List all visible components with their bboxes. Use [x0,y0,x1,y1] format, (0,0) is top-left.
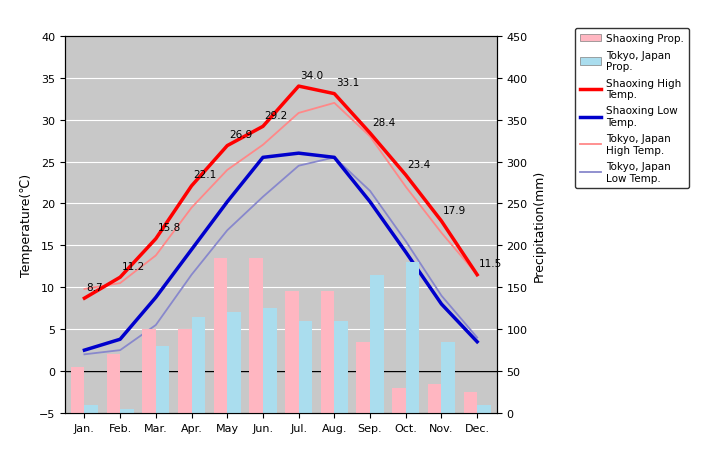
Text: 34.0: 34.0 [300,71,323,80]
Shaoxing High
Temp. [116,275,125,280]
Text: 33.1: 33.1 [336,78,359,88]
Shaoxing Low
Temp. [116,337,125,342]
Shaoxing Low
Temp. [258,155,267,161]
Bar [249,258,263,413]
Tokyo, Japan
High Temp. [223,168,232,174]
Shaoxing High
Temp. [473,272,482,278]
Bar [71,367,84,413]
Tokyo, Japan
Low Temp. [366,189,374,194]
Bar [406,263,419,413]
Tokyo, Japan
Low Temp. [116,347,125,353]
Shaoxing Low
Temp. [80,347,89,353]
Bar [178,330,192,413]
Tokyo, Japan
High Temp. [402,185,410,190]
Shaoxing High
Temp. [151,236,160,242]
Tokyo, Japan
Low Temp. [402,239,410,244]
Bar [392,388,406,413]
Bar [107,354,120,413]
Shaoxing Low
Temp. [473,339,482,345]
Bar [356,342,370,413]
Tokyo, Japan
High Temp. [437,230,446,236]
Shaoxing Low
Temp. [330,155,338,161]
Shaoxing Low
Temp. [402,250,410,255]
Bar [285,292,299,413]
Tokyo, Japan
Low Temp. [437,293,446,299]
Legend: Shaoxing Prop., Tokyo, Japan
Prop., Shaoxing High
Temp., Shaoxing Low
Temp., Tok: Shaoxing Prop., Tokyo, Japan Prop., Shao… [575,29,689,189]
Tokyo, Japan
High Temp. [151,253,160,258]
Shaoxing High
Temp. [80,296,89,301]
Tokyo, Japan
High Temp. [116,281,125,286]
Text: 17.9: 17.9 [444,205,467,215]
Tokyo, Japan
Low Temp. [294,163,303,169]
Text: 22.1: 22.1 [194,170,217,180]
Tokyo, Japan
Low Temp. [473,335,482,341]
Bar [370,275,384,413]
Text: 28.4: 28.4 [372,118,395,128]
Text: 11.5: 11.5 [479,259,502,269]
Text: 8.7: 8.7 [86,282,103,292]
Bar [299,321,312,413]
Tokyo, Japan
High Temp. [473,272,482,278]
Tokyo, Japan
High Temp. [366,134,374,140]
Shaoxing Low
Temp. [294,151,303,157]
Tokyo, Japan
High Temp. [294,111,303,117]
Text: 11.2: 11.2 [122,261,145,271]
Shaoxing Low
Temp. [223,200,232,205]
Tokyo, Japan
Low Temp. [258,195,267,200]
Shaoxing High
Temp. [437,219,446,224]
Tokyo, Japan
Low Temp. [151,323,160,328]
Bar [156,346,169,413]
Y-axis label: Precipitation(mm): Precipitation(mm) [534,169,546,281]
Bar [214,258,228,413]
Shaoxing High
Temp. [187,184,196,189]
Shaoxing Low
Temp. [437,302,446,307]
Tokyo, Japan
High Temp. [330,101,338,106]
Bar [441,342,455,413]
Tokyo, Japan
High Temp. [258,143,267,148]
Shaoxing High
Temp. [330,92,338,97]
Text: 26.9: 26.9 [229,130,252,140]
Bar [428,384,441,413]
Line: Shaoxing Low
Temp.: Shaoxing Low Temp. [84,154,477,350]
Shaoxing High
Temp. [294,84,303,90]
Shaoxing Low
Temp. [151,295,160,301]
Tokyo, Japan
Low Temp. [330,155,338,161]
Tokyo, Japan
Low Temp. [223,228,232,234]
Text: 15.8: 15.8 [158,223,181,233]
Bar [192,317,205,413]
Bar [228,313,240,413]
Bar [477,405,491,413]
Bar [263,308,276,413]
Shaoxing Low
Temp. [187,247,196,253]
Y-axis label: Temperature(℃): Temperature(℃) [20,174,33,276]
Line: Shaoxing High
Temp.: Shaoxing High Temp. [84,87,477,298]
Bar [84,405,98,413]
Shaoxing Low
Temp. [366,200,374,205]
Tokyo, Japan
Low Temp. [80,352,89,357]
Text: 29.2: 29.2 [265,111,288,121]
Shaoxing High
Temp. [223,144,232,149]
Bar [120,409,134,413]
Tokyo, Japan
High Temp. [80,286,89,292]
Tokyo, Japan
High Temp. [187,206,196,211]
Bar [464,392,477,413]
Bar [334,321,348,413]
Line: Tokyo, Japan
Low Temp.: Tokyo, Japan Low Temp. [84,158,477,354]
Text: 23.4: 23.4 [408,159,431,169]
Shaoxing High
Temp. [366,131,374,136]
Shaoxing High
Temp. [258,124,267,130]
Tokyo, Japan
Low Temp. [187,272,196,278]
Bar [321,292,334,413]
Bar [143,330,156,413]
Shaoxing High
Temp. [402,173,410,178]
Line: Tokyo, Japan
High Temp.: Tokyo, Japan High Temp. [84,104,477,289]
